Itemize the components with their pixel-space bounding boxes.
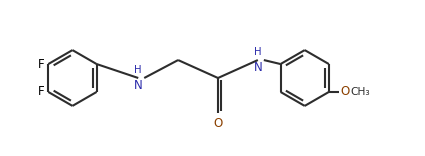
Text: O: O (341, 85, 350, 98)
Text: N: N (253, 61, 262, 74)
Text: H: H (134, 65, 142, 75)
Text: CH₃: CH₃ (351, 87, 371, 97)
Text: F: F (38, 85, 44, 98)
Text: F: F (38, 58, 44, 71)
Text: N: N (134, 79, 143, 92)
Text: H: H (254, 47, 262, 57)
Text: O: O (213, 117, 223, 130)
